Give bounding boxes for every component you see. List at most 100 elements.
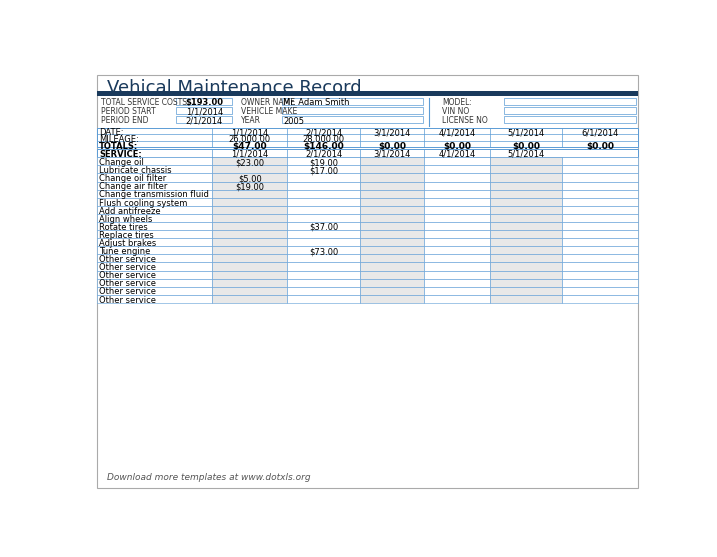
Bar <box>562 165 637 173</box>
Bar <box>562 198 637 206</box>
Bar <box>176 97 232 105</box>
Text: $37.00: $37.00 <box>309 223 338 232</box>
Bar <box>212 255 288 262</box>
Bar <box>490 230 562 238</box>
Bar <box>360 198 424 206</box>
Bar <box>288 262 360 271</box>
Bar <box>98 287 212 295</box>
Text: Other service: Other service <box>99 280 156 289</box>
Bar <box>504 97 636 105</box>
Bar <box>212 206 288 214</box>
Bar <box>288 173 360 182</box>
Bar <box>424 238 490 246</box>
Text: 2005: 2005 <box>283 116 305 125</box>
Text: 3/1/2014: 3/1/2014 <box>374 150 411 159</box>
Text: LICENSE NO: LICENSE NO <box>442 116 488 125</box>
Bar <box>288 182 360 189</box>
Bar <box>504 116 636 123</box>
Text: Rotate tires: Rotate tires <box>99 223 148 232</box>
Bar <box>424 230 490 238</box>
Bar <box>424 206 490 214</box>
Text: $146.00: $146.00 <box>303 141 344 150</box>
Text: 2/1/2014: 2/1/2014 <box>186 116 223 125</box>
Bar <box>212 198 288 206</box>
Text: Other service: Other service <box>99 271 156 280</box>
Text: Tune engine: Tune engine <box>99 247 151 256</box>
Bar <box>282 107 423 114</box>
Bar <box>490 271 562 278</box>
Bar <box>288 295 360 303</box>
Bar <box>212 230 288 238</box>
Bar <box>360 262 424 271</box>
Bar <box>98 262 212 271</box>
Bar <box>212 295 288 303</box>
Bar <box>212 165 288 173</box>
Text: Replace tires: Replace tires <box>99 231 153 240</box>
Bar <box>424 278 490 287</box>
Text: Align wheels: Align wheels <box>99 214 152 224</box>
Text: $73.00: $73.00 <box>309 247 338 256</box>
Text: Other service: Other service <box>99 263 156 272</box>
Bar <box>212 238 288 246</box>
Bar <box>288 206 360 214</box>
Text: TOTALS:: TOTALS: <box>99 141 138 150</box>
Bar <box>424 271 490 278</box>
Bar <box>98 173 212 182</box>
Bar <box>360 271 424 278</box>
Bar <box>360 165 424 173</box>
Bar <box>424 157 490 165</box>
Bar <box>562 246 637 255</box>
Bar <box>490 173 562 182</box>
Text: 4/1/2014: 4/1/2014 <box>438 129 475 138</box>
Bar <box>562 206 637 214</box>
Bar <box>288 189 360 198</box>
Bar <box>360 295 424 303</box>
Bar <box>424 182 490 189</box>
Bar <box>288 278 360 287</box>
Text: DATE:: DATE: <box>99 129 123 138</box>
Bar <box>562 230 637 238</box>
Text: YEAR: YEAR <box>241 116 261 125</box>
Text: MILEAGE:: MILEAGE: <box>99 135 138 144</box>
Bar <box>98 165 212 173</box>
Bar <box>504 107 636 114</box>
Text: Change transmission fluid: Change transmission fluid <box>99 190 209 199</box>
Bar <box>98 278 212 287</box>
Bar <box>212 262 288 271</box>
Text: $0.00: $0.00 <box>512 141 540 150</box>
Text: Other service: Other service <box>99 287 156 296</box>
Bar <box>98 91 637 96</box>
Text: $47.00: $47.00 <box>232 141 267 150</box>
Bar <box>212 173 288 182</box>
Text: 5/1/2014: 5/1/2014 <box>508 129 545 138</box>
Text: Lubricate chassis: Lubricate chassis <box>99 166 171 175</box>
Bar <box>98 230 212 238</box>
Bar <box>360 206 424 214</box>
Bar <box>98 182 212 189</box>
Bar <box>562 189 637 198</box>
Bar <box>98 271 212 278</box>
Bar <box>424 198 490 206</box>
Bar <box>360 182 424 189</box>
Text: Mr. Adam Smith: Mr. Adam Smith <box>283 98 350 107</box>
Bar <box>490 222 562 230</box>
Text: $5.00: $5.00 <box>238 174 262 183</box>
Text: $0.00: $0.00 <box>443 141 471 150</box>
Text: Flush cooling system: Flush cooling system <box>99 198 187 208</box>
Text: Adjust brakes: Adjust brakes <box>99 239 156 248</box>
Bar <box>490 182 562 189</box>
Bar <box>424 222 490 230</box>
Bar <box>360 214 424 222</box>
Text: $23.00: $23.00 <box>235 158 265 167</box>
Bar <box>98 255 212 262</box>
Bar <box>98 189 212 198</box>
Bar <box>562 287 637 295</box>
Text: $19.00: $19.00 <box>235 182 264 192</box>
Bar <box>98 206 212 214</box>
Text: VEHICLE MAKE: VEHICLE MAKE <box>241 107 297 116</box>
Bar <box>288 246 360 255</box>
Text: PERIOD START: PERIOD START <box>101 107 156 116</box>
Bar <box>176 116 232 123</box>
Text: 6/1/2014: 6/1/2014 <box>581 129 619 138</box>
Text: 4/1/2014: 4/1/2014 <box>438 150 475 159</box>
